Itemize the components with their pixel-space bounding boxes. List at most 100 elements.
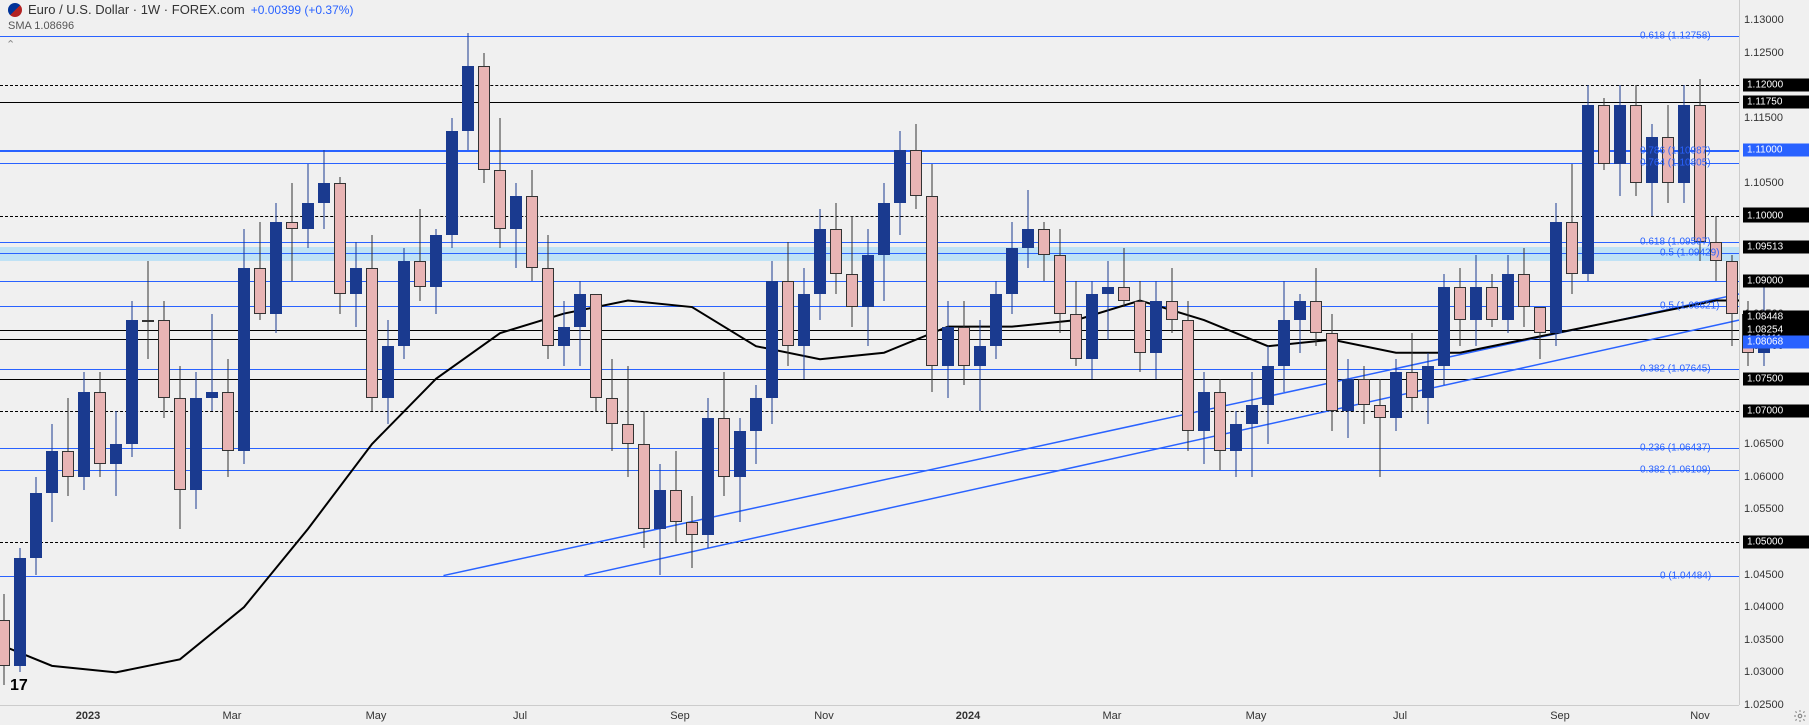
price-level-label[interactable]: 1.11000 [1743, 144, 1809, 157]
candle[interactable] [1326, 314, 1338, 431]
candle[interactable] [1534, 314, 1546, 360]
candle[interactable] [1694, 79, 1706, 262]
candle[interactable] [910, 124, 922, 209]
candle[interactable] [734, 418, 746, 522]
candle[interactable] [190, 372, 202, 509]
candle[interactable] [1182, 301, 1194, 451]
candle[interactable] [1438, 274, 1450, 385]
price-level-label[interactable]: 1.07500 [1743, 372, 1809, 385]
candle[interactable] [894, 131, 906, 235]
chart-plot-area[interactable]: 0.618 (1.12758)0.786 (1.10987)0.764 (1.1… [0, 20, 1739, 705]
horizontal-line[interactable] [0, 542, 1739, 543]
candle[interactable] [462, 33, 474, 150]
horizontal-line[interactable] [0, 576, 1739, 577]
candle[interactable] [1070, 281, 1082, 366]
candle[interactable] [878, 183, 890, 300]
candle[interactable] [590, 294, 602, 411]
candle[interactable] [1566, 164, 1578, 294]
candle[interactable] [254, 222, 266, 320]
candle[interactable] [654, 464, 666, 575]
price-level-label[interactable]: 1.10000 [1743, 209, 1809, 222]
horizontal-line[interactable] [0, 85, 1739, 86]
candle[interactable] [1230, 411, 1242, 476]
price-level-label[interactable]: 1.07000 [1743, 405, 1809, 418]
collapse-icon[interactable]: ⌃ [6, 38, 15, 51]
candle[interactable] [702, 398, 714, 548]
candle[interactable] [158, 301, 170, 418]
candle[interactable] [1214, 379, 1226, 470]
candle[interactable] [558, 301, 570, 366]
candle[interactable] [126, 301, 138, 458]
candle[interactable] [494, 118, 506, 248]
candle[interactable] [1422, 353, 1434, 425]
candle[interactable] [1086, 281, 1098, 379]
fib-level-label[interactable]: 0 (1.04484) [1660, 570, 1711, 581]
candle[interactable] [638, 411, 650, 548]
candle[interactable] [446, 118, 458, 248]
settings-icon[interactable] [1793, 709, 1807, 723]
horizontal-line[interactable] [0, 448, 1739, 449]
candle[interactable] [1390, 359, 1402, 431]
candle[interactable] [238, 229, 250, 464]
horizontal-line[interactable] [0, 411, 1739, 412]
candle[interactable] [718, 372, 730, 496]
candle[interactable] [1102, 261, 1114, 339]
candle[interactable] [1166, 268, 1178, 333]
candle[interactable] [1294, 294, 1306, 353]
horizontal-line[interactable] [0, 36, 1739, 37]
fib-level-label[interactable]: 0.5 (1.09429) [1660, 247, 1720, 258]
candle[interactable] [270, 203, 282, 333]
fib-level-label[interactable]: 0.236 (1.06437) [1640, 443, 1711, 454]
candle[interactable] [414, 209, 426, 300]
candle[interactable] [510, 183, 522, 268]
candle[interactable] [1006, 222, 1018, 313]
candle[interactable] [1678, 85, 1690, 202]
price-level-label[interactable]: 1.09000 [1743, 274, 1809, 287]
candle[interactable] [334, 177, 346, 314]
horizontal-line[interactable] [0, 379, 1739, 380]
candle[interactable] [1246, 372, 1258, 476]
horizontal-line[interactable] [0, 102, 1739, 103]
horizontal-line[interactable] [0, 470, 1739, 471]
price-level-label[interactable]: 1.09513 [1743, 241, 1809, 254]
candle[interactable] [1054, 229, 1066, 333]
candle[interactable] [1598, 98, 1610, 170]
candle[interactable] [686, 496, 698, 568]
candle[interactable] [798, 268, 810, 379]
candle[interactable] [1374, 379, 1386, 477]
candle[interactable] [926, 164, 938, 392]
candle[interactable] [830, 203, 842, 294]
candle[interactable] [766, 261, 778, 424]
candle[interactable] [46, 424, 58, 522]
price-level-label[interactable]: 1.12000 [1743, 79, 1809, 92]
fib-level-label[interactable]: 0.786 (1.10987) [1640, 146, 1711, 157]
price-level-label[interactable]: 1.11750 [1743, 95, 1809, 108]
candle[interactable] [110, 411, 122, 496]
horizontal-line[interactable] [0, 369, 1739, 370]
candle[interactable] [1278, 281, 1290, 392]
candle[interactable] [1358, 366, 1370, 425]
candle[interactable] [574, 281, 586, 366]
candle[interactable] [302, 164, 314, 249]
candle[interactable] [542, 235, 554, 359]
candle[interactable] [142, 261, 154, 359]
candle[interactable] [526, 170, 538, 281]
candle[interactable] [1646, 124, 1658, 215]
candle[interactable] [974, 320, 986, 411]
horizontal-line[interactable] [0, 151, 1739, 152]
candle[interactable] [0, 594, 10, 685]
candle[interactable] [94, 372, 106, 476]
price-level-label[interactable]: 1.08068 [1743, 335, 1809, 348]
candle[interactable] [1022, 190, 1034, 268]
candle[interactable] [1550, 203, 1562, 347]
fib-level-label[interactable]: 0.764 (1.10805) [1640, 158, 1711, 169]
candle[interactable] [814, 209, 826, 320]
candle[interactable] [782, 242, 794, 366]
candle[interactable] [430, 229, 442, 314]
candle[interactable] [1150, 281, 1162, 379]
candle[interactable] [1582, 85, 1594, 281]
candle[interactable] [622, 366, 634, 477]
candle[interactable] [398, 248, 410, 359]
candle[interactable] [958, 301, 970, 386]
candle[interactable] [1342, 359, 1354, 437]
